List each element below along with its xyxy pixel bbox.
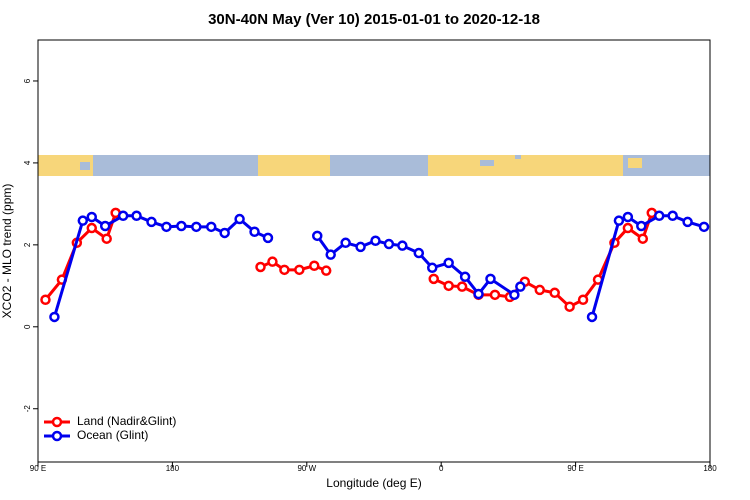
data-point — [622, 222, 634, 234]
data-point — [443, 257, 454, 269]
data-point — [534, 284, 546, 296]
y-tick-label: 4 — [23, 160, 32, 165]
data-point — [355, 241, 366, 253]
legend: Land (Nadir&Glint)Ocean (Glint) — [44, 414, 176, 442]
data-point — [312, 230, 323, 242]
series-line — [433, 212, 654, 309]
data-point — [613, 215, 625, 226]
data-point — [682, 216, 693, 228]
data-point — [131, 210, 142, 222]
land-patch — [628, 158, 642, 168]
data-point — [205, 221, 217, 233]
data-point — [255, 261, 266, 273]
land-patch — [258, 155, 330, 176]
data-point — [262, 232, 274, 244]
data-point — [426, 262, 438, 274]
data-point — [489, 289, 501, 301]
x-tick-label: 180 — [166, 464, 180, 473]
data-point — [40, 294, 51, 306]
data-point — [456, 281, 468, 292]
data-point — [515, 281, 526, 292]
data-point — [117, 210, 129, 222]
data-point — [564, 301, 575, 312]
legend-marker — [51, 430, 63, 442]
data-point — [49, 311, 60, 323]
x-tick-label: 90 W — [297, 464, 316, 473]
sea-patch — [515, 155, 521, 159]
data-point — [577, 294, 589, 306]
data-point — [249, 226, 260, 237]
data-point — [146, 216, 157, 228]
data-point — [637, 233, 649, 244]
land-patch — [38, 155, 93, 176]
y-tick-label: 2 — [23, 242, 32, 247]
plot-frame — [37, 39, 711, 463]
data-point — [485, 273, 496, 285]
data-point — [636, 220, 647, 232]
chart-title: 30N-40N May (Ver 10) 2015-01-01 to 2020-… — [208, 11, 540, 28]
y-tick-label: -2 — [23, 405, 32, 413]
data-point — [191, 221, 202, 233]
data-point — [325, 249, 336, 260]
data-point — [176, 220, 187, 232]
map-strip — [38, 155, 710, 176]
data-point — [549, 287, 560, 299]
x-tick-label: 0 — [439, 464, 444, 473]
data-point — [219, 227, 230, 239]
data-point — [370, 235, 381, 247]
data-point — [509, 289, 520, 301]
data-point — [653, 210, 665, 222]
data-point — [473, 288, 484, 300]
data-point — [428, 273, 439, 285]
legend-marker — [51, 416, 63, 428]
data-point — [294, 264, 305, 276]
data-point — [101, 233, 112, 244]
data-point — [234, 213, 245, 225]
data-point — [86, 222, 98, 234]
data-point — [443, 280, 454, 292]
x-axis-label: Longitude (deg E) — [326, 476, 421, 490]
data-point — [309, 260, 320, 271]
x-tick-label: 180 — [703, 464, 717, 473]
data-point — [667, 210, 678, 222]
legend-label: Land (Nadir&Glint) — [77, 414, 176, 428]
data-point — [698, 221, 710, 233]
y-tick-label: 6 — [23, 78, 32, 83]
x-tick-label: 90 E — [567, 464, 583, 473]
series-line — [52, 214, 269, 318]
land-patch — [428, 155, 623, 176]
y-tick-label: 0 — [23, 324, 32, 329]
data-point — [397, 240, 408, 251]
data-point — [340, 237, 351, 249]
data-point — [320, 265, 332, 276]
data-point — [77, 215, 89, 226]
sea-patch — [480, 160, 494, 166]
data-point — [86, 211, 98, 223]
legend-label: Ocean (Glint) — [77, 428, 148, 442]
data-point — [586, 311, 598, 323]
y-axis-label: XCO2 - MLO trend (ppm) — [0, 184, 14, 319]
data-point — [161, 221, 172, 233]
data-point — [413, 247, 425, 259]
x-tick-label: 90 E — [30, 464, 46, 473]
data-point — [279, 264, 290, 276]
data-point — [99, 220, 111, 232]
sea-patch — [80, 162, 90, 170]
data-point — [459, 271, 471, 283]
data-point — [622, 211, 634, 223]
series-line — [590, 214, 705, 318]
data-point — [383, 238, 395, 250]
data-point — [267, 256, 278, 267]
